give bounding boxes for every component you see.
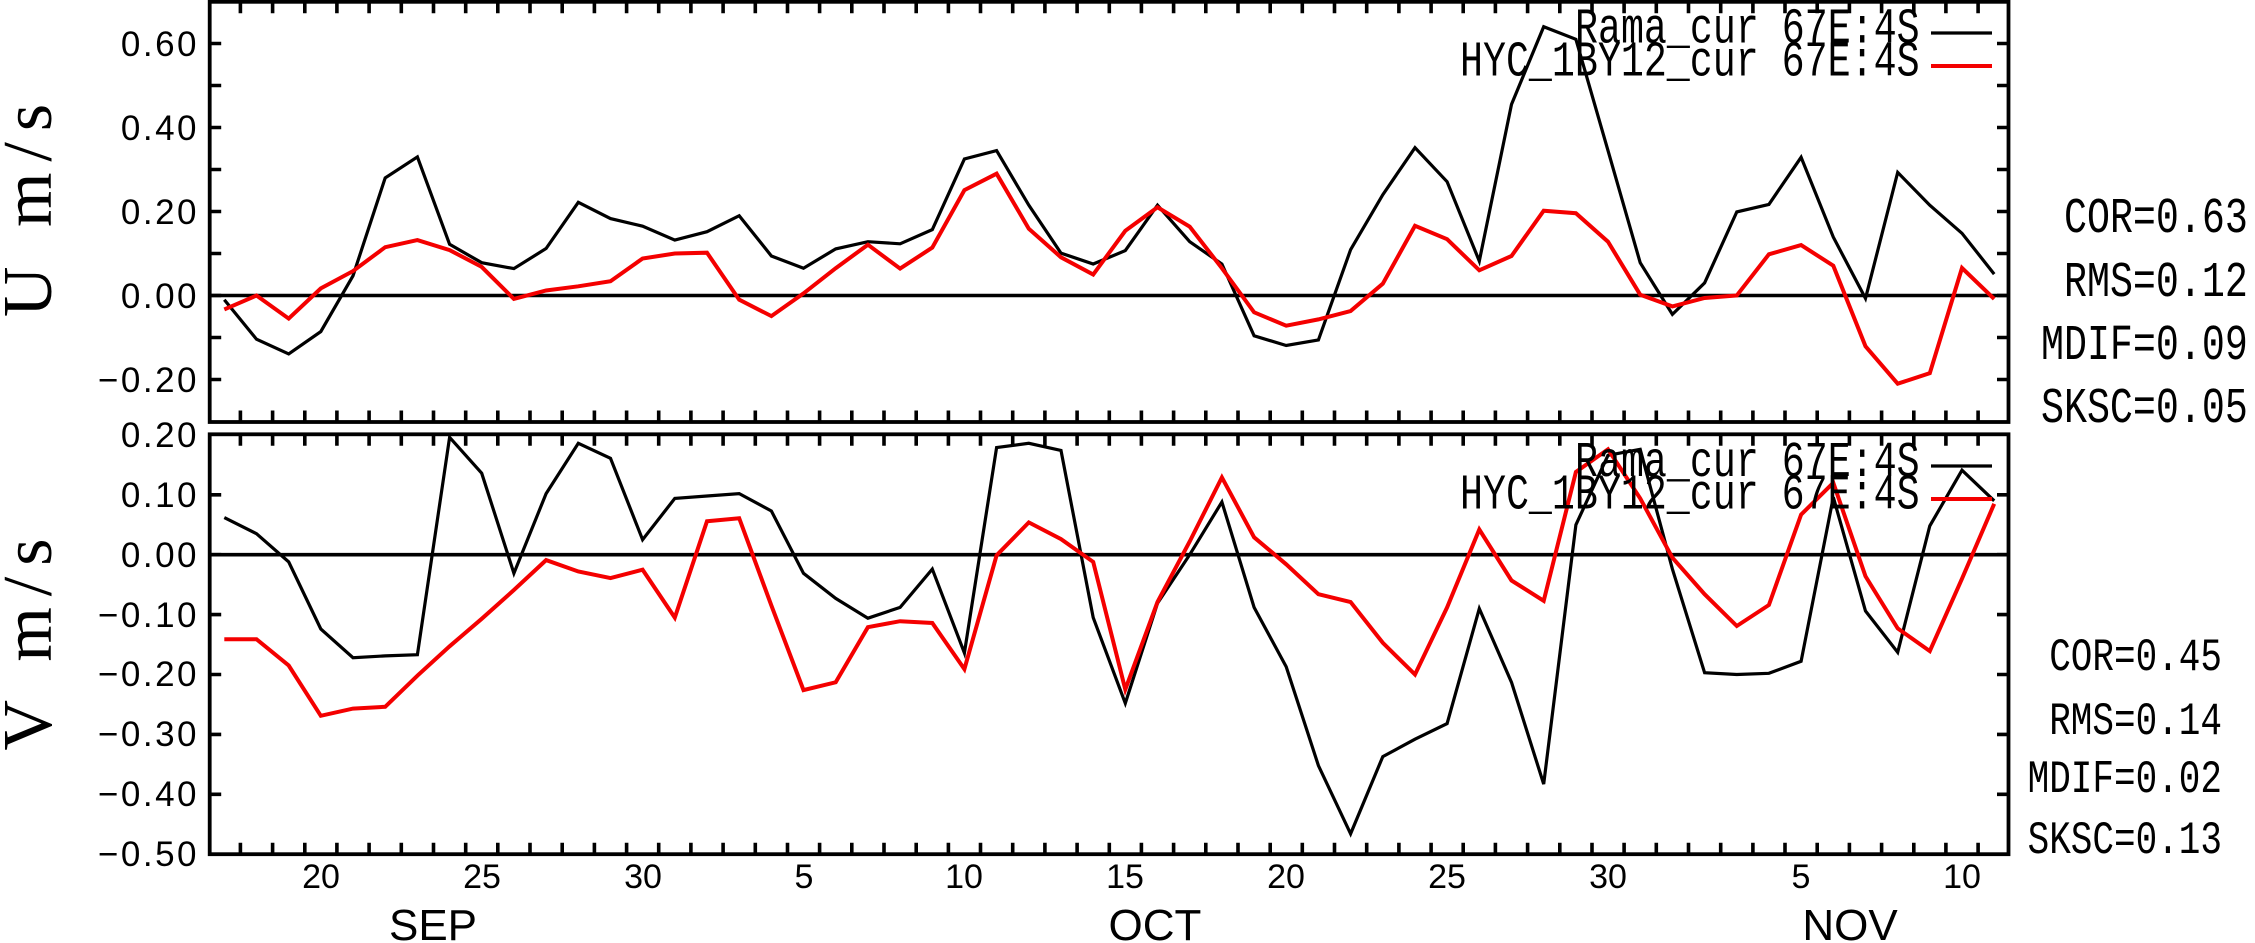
svg-text:COR=0.45: COR=0.45	[2049, 633, 2222, 684]
svg-text:5: 5	[795, 858, 814, 896]
svg-text:0.40: 0.40	[121, 109, 199, 148]
svg-text:0.20: 0.20	[121, 193, 199, 232]
svg-text:HYC_1BY12_cur 67E:4S: HYC_1BY12_cur 67E:4S	[1460, 468, 1920, 524]
svg-text:−0.50: −0.50	[98, 835, 199, 874]
svg-text:SKSC=0.13: SKSC=0.13	[2028, 816, 2222, 867]
svg-text:SKSC=0.05: SKSC=0.05	[2041, 382, 2248, 438]
svg-text:MDIF=0.02: MDIF=0.02	[2028, 755, 2222, 806]
svg-text:25: 25	[463, 858, 501, 896]
svg-text:0.60: 0.60	[121, 25, 199, 64]
svg-text:20: 20	[302, 858, 340, 896]
svg-text:OCT: OCT	[1109, 901, 1202, 943]
svg-text:−0.10: −0.10	[98, 596, 199, 635]
svg-text:−0.30: −0.30	[98, 715, 199, 754]
svg-text:30: 30	[624, 858, 662, 896]
svg-text:Rama_cur 67E:4S: Rama_cur 67E:4S	[1575, 2, 1920, 58]
svg-text:Rama_cur 67E:4S: Rama_cur 67E:4S	[1575, 435, 1920, 491]
svg-text:V m/s: V m/s	[0, 528, 67, 751]
svg-text:5: 5	[1792, 858, 1811, 896]
svg-text:MDIF=0.09: MDIF=0.09	[2041, 319, 2248, 375]
svg-text:0.20: 0.20	[121, 416, 199, 455]
svg-text:NOV: NOV	[1802, 901, 1898, 943]
svg-text:HYC_1BY12_cur 67E:4S: HYC_1BY12_cur 67E:4S	[1460, 35, 1920, 91]
svg-text:−0.40: −0.40	[98, 775, 199, 814]
svg-text:20: 20	[1267, 858, 1305, 896]
svg-text:U m/s: U m/s	[0, 93, 67, 317]
svg-text:SEP: SEP	[389, 901, 477, 943]
svg-text:25: 25	[1428, 858, 1466, 896]
svg-text:−0.20: −0.20	[98, 655, 199, 694]
svg-text:15: 15	[1106, 858, 1144, 896]
svg-text:10: 10	[1943, 858, 1981, 896]
svg-text:−0.20: −0.20	[98, 361, 199, 400]
svg-text:30: 30	[1589, 858, 1627, 896]
svg-text:0.00: 0.00	[121, 277, 199, 316]
svg-text:RMS=0.12: RMS=0.12	[2064, 256, 2248, 312]
svg-text:COR=0.63: COR=0.63	[2064, 192, 2248, 248]
svg-text:RMS=0.14: RMS=0.14	[2049, 697, 2222, 748]
svg-text:0.10: 0.10	[121, 476, 199, 515]
svg-text:0.00: 0.00	[121, 536, 199, 575]
svg-text:10: 10	[945, 858, 983, 896]
